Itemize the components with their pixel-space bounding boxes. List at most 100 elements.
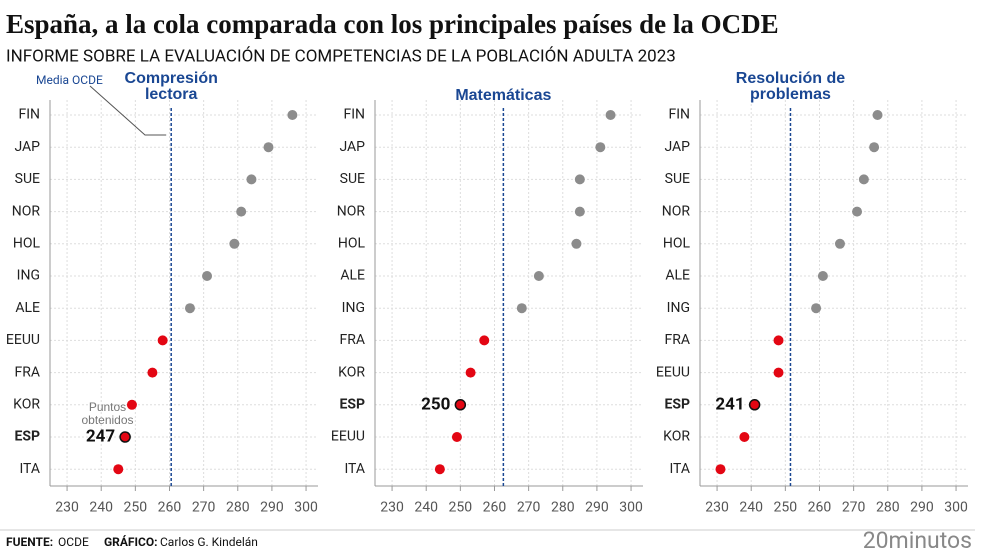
x-tick-label: 240 [89,500,113,516]
category-label: ALE [15,300,40,316]
dot [605,110,616,120]
x-tick-label: 280 [551,500,575,516]
x-tick-label: 280 [226,500,250,516]
dot [229,238,240,249]
dot [748,399,761,411]
dot [595,142,606,153]
x-tick-label: 260 [158,500,182,516]
dot [834,238,845,249]
dot [574,206,585,217]
credit: Carlos G. Kindelán [160,535,258,549]
dot [533,271,544,281]
source: OCDE [58,535,89,549]
dot [479,335,490,346]
dot [202,271,213,281]
source-label: FUENTE: [6,535,53,549]
category-label: ITA [19,461,40,477]
category-label: JAP [14,139,40,155]
category-label: FRA [15,364,41,380]
x-tick-label: 300 [619,500,643,516]
category-label: ALE [665,268,690,284]
x-tick-label: 300 [294,500,318,516]
dot [113,464,124,475]
dot [184,303,195,314]
category-label: HOL [663,236,691,252]
dot [872,110,883,120]
x-tick-label: 250 [774,500,798,516]
x-tick-label: 230 [55,500,79,516]
reference-label: Media OCDE [36,73,103,87]
dot [571,238,582,249]
dot [869,142,880,153]
category-label: JAP [339,139,365,155]
dot [817,271,828,281]
category-label: JAP [664,139,690,155]
dot [126,399,137,410]
dot [516,303,527,314]
x-tick-label: 250 [449,500,473,516]
dot [287,110,298,120]
credit-label: GRÁFICO: [104,534,158,549]
category-label: FRA [665,332,691,348]
dot [465,367,476,378]
dot [147,367,158,378]
dot [246,174,257,185]
dot [454,399,467,411]
category-label: ESP [339,397,365,413]
brand: 20minutos [863,527,972,554]
category-label: KOR [338,364,365,380]
category-label: SUE [665,171,690,187]
dot [739,432,750,442]
x-tick-label: 290 [260,500,284,516]
dot [263,142,274,153]
dot [773,335,784,346]
dot [157,335,168,346]
category-label: FIN [18,107,40,123]
x-tick-label: 260 [808,500,832,516]
category-label: EEUU [656,364,690,380]
category-label: KOR [663,429,690,445]
panel-title: Compresión lectora [124,70,218,103]
x-tick-label: 260 [483,500,507,516]
annotation: Puntos obtenidos [81,400,134,427]
category-label: SUE [340,171,365,187]
category-label: ING [17,268,40,284]
category-label: NOR [662,203,691,219]
dot [715,464,726,475]
category-label: ALE [340,268,365,284]
category-label: NOR [337,203,366,219]
category-label: ESP [14,429,40,445]
dot [434,464,445,475]
dot [119,431,131,443]
x-tick-label: 230 [705,500,729,516]
dot [773,367,784,378]
x-tick-label: 270 [192,500,216,516]
category-label: HOL [13,236,41,252]
category-label: ING [667,300,690,316]
x-tick-label: 240 [739,500,763,516]
x-tick-label: 270 [842,500,866,516]
dot [858,174,869,185]
dot [574,174,585,185]
dot [236,206,247,217]
value-label: 250 [421,394,450,414]
dot [852,206,863,217]
value-label: 247 [86,426,116,446]
value-label: 241 [715,394,744,414]
x-tick-label: 300 [944,500,968,516]
x-tick-label: 280 [876,500,900,516]
panel-title: Matemáticas [455,87,552,104]
category-label: ESP [664,397,690,413]
title: España, a la cola comparada con los prin… [6,9,779,39]
category-label: ITA [669,461,690,477]
category-label: ING [342,300,365,316]
panel-title: Resolución de problemas [735,70,846,103]
dot [451,432,462,442]
category-label: NOR [12,203,41,219]
x-tick-label: 290 [910,500,934,516]
dot [811,303,822,314]
category-label: ITA [344,461,365,477]
leader-line [89,85,167,136]
